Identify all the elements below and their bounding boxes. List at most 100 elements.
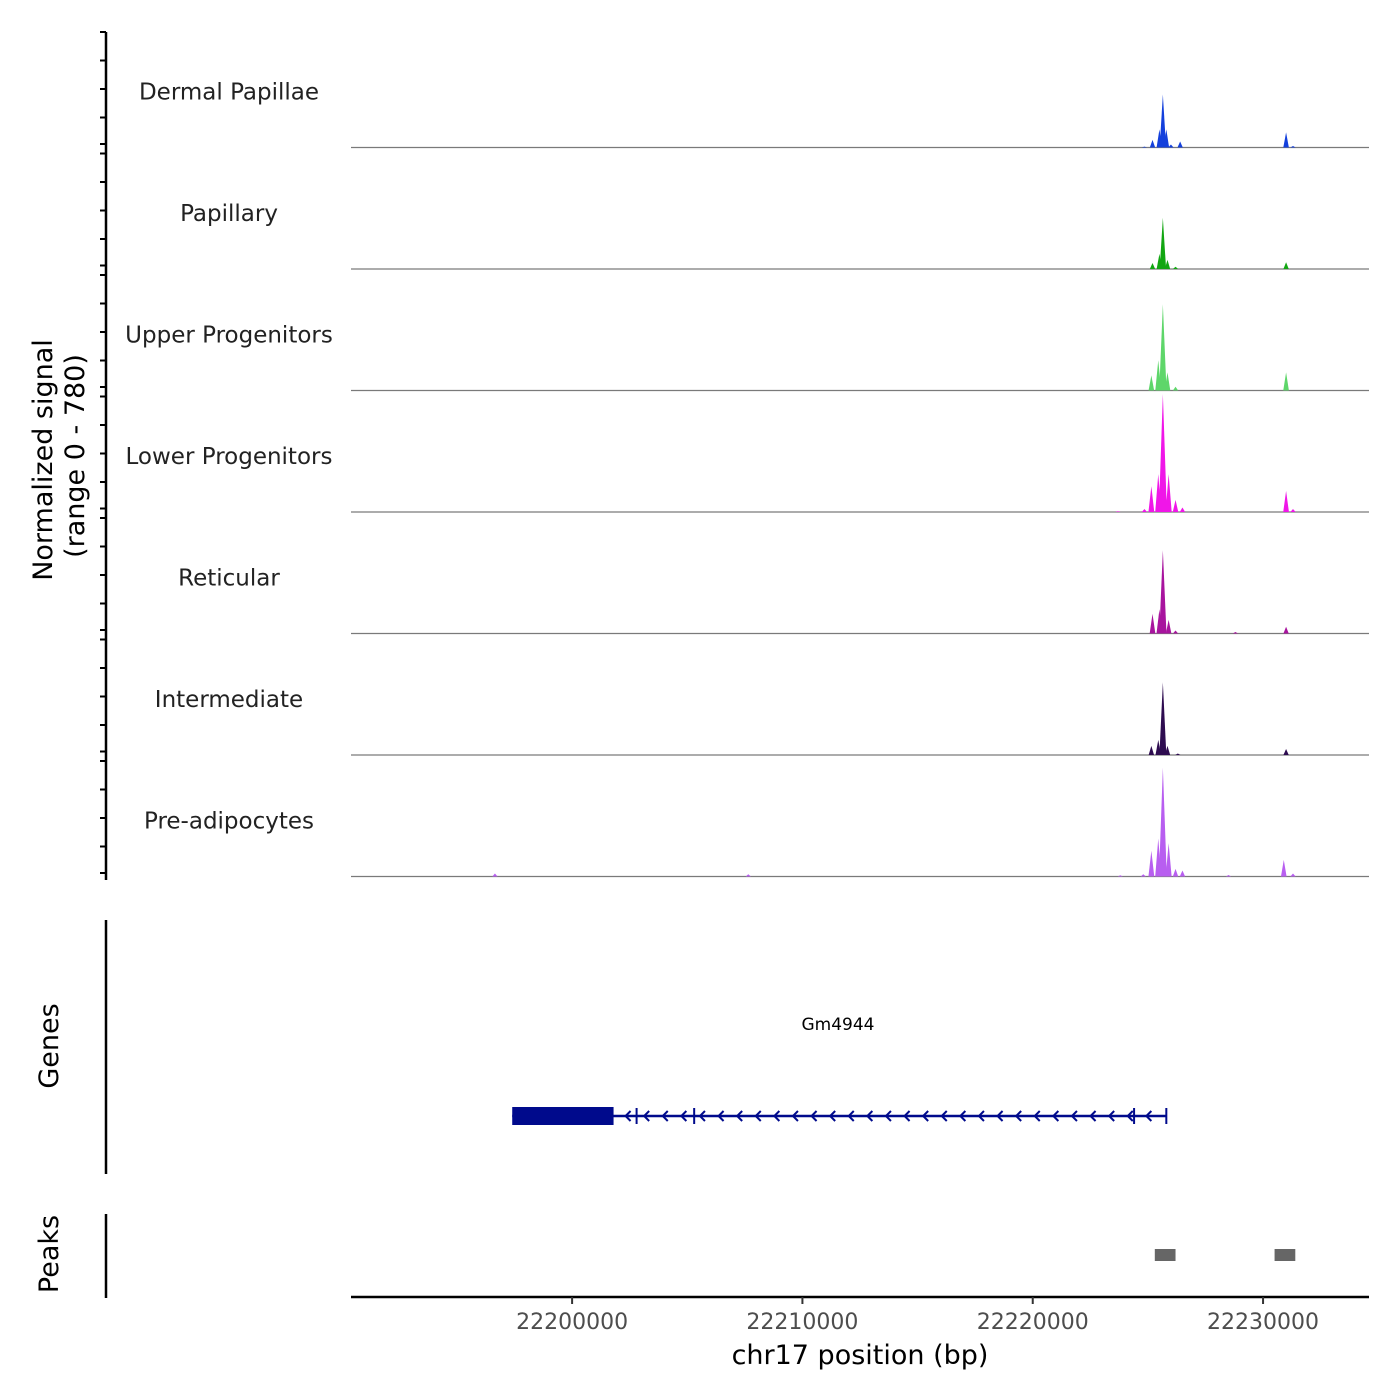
coverage-peak bbox=[1141, 146, 1148, 148]
x-axis-title: chr17 position (bp) bbox=[732, 1340, 989, 1371]
coverage-peak bbox=[1283, 490, 1289, 512]
gene-model bbox=[512, 1107, 1168, 1125]
coverage-peak bbox=[492, 873, 498, 877]
coverage-peak bbox=[1149, 613, 1156, 634]
strand-chevron bbox=[624, 1110, 632, 1122]
coverage-peak bbox=[1172, 868, 1179, 877]
strand-chevron bbox=[1051, 1110, 1060, 1122]
coverage-track-4 bbox=[351, 394, 1369, 513]
y-axis-title: Normalized signal bbox=[28, 339, 59, 581]
strand-chevron bbox=[1033, 1110, 1041, 1122]
coverage-peak bbox=[1179, 507, 1186, 512]
coverage-peak bbox=[1159, 217, 1167, 269]
coverage-peak bbox=[1159, 682, 1167, 755]
coverage-peak bbox=[1165, 843, 1172, 877]
coverage-peak bbox=[1165, 619, 1172, 634]
coverage-peak bbox=[1290, 873, 1296, 877]
strand-chevron bbox=[717, 1110, 725, 1122]
coverage-track-6 bbox=[351, 682, 1369, 756]
strand-chevron bbox=[1126, 1110, 1134, 1122]
coverage-track-1 bbox=[351, 94, 1369, 149]
x-tick-label: 22200000 bbox=[516, 1310, 628, 1335]
coverage-peak bbox=[1158, 394, 1167, 512]
coverage-peak bbox=[1283, 372, 1289, 391]
coverage-peak bbox=[1159, 94, 1167, 148]
coverage-track-3 bbox=[351, 304, 1369, 392]
coverage-peak bbox=[1179, 870, 1186, 877]
strand-chevron bbox=[735, 1110, 743, 1122]
coverage-peak bbox=[1172, 266, 1179, 269]
strand-chevron bbox=[977, 1110, 985, 1122]
coverage-peak bbox=[1283, 262, 1289, 269]
x-axis: 22200000 22210000 22220000 22230000 bbox=[351, 1295, 1369, 1335]
coverage-peak bbox=[1172, 386, 1179, 391]
track-label: Lower Progenitors bbox=[126, 444, 333, 470]
coverage-peak bbox=[1280, 859, 1287, 877]
coverage-peak bbox=[1175, 753, 1181, 755]
track-label: Dermal Papillae bbox=[139, 80, 319, 106]
strand-chevron bbox=[1014, 1110, 1022, 1122]
strand-chevron bbox=[921, 1110, 929, 1122]
strand-chevron bbox=[1070, 1110, 1078, 1122]
coverage-peak bbox=[1148, 745, 1155, 755]
strand-chevron bbox=[1089, 1110, 1097, 1122]
coverage-peak bbox=[1172, 630, 1179, 634]
strand-chevron bbox=[772, 1110, 781, 1122]
strand-chevron bbox=[903, 1110, 911, 1122]
strand-chevron bbox=[642, 1110, 650, 1122]
coverage-peak bbox=[1172, 499, 1179, 512]
strand-chevron bbox=[996, 1110, 1004, 1122]
x-axis-ticks: 22200000 22210000 22220000 22230000 bbox=[516, 1297, 1319, 1335]
coverage-peak bbox=[1164, 745, 1171, 755]
track-label: Intermediate bbox=[155, 687, 303, 713]
strand-chevron bbox=[865, 1110, 874, 1122]
coverage-peak bbox=[1149, 139, 1156, 148]
coverage-peak bbox=[1141, 508, 1148, 512]
track-labels: Dermal Papillae Papillary Upper Progenitor… bbox=[125, 80, 333, 835]
coverage-peak bbox=[1117, 875, 1123, 877]
strand-chevron bbox=[791, 1110, 799, 1122]
coverage-peak bbox=[1283, 748, 1289, 755]
coverage-tracks bbox=[351, 94, 1369, 878]
coverage-peak bbox=[1148, 850, 1155, 877]
coverage-peak bbox=[1232, 631, 1239, 634]
strand-chevron bbox=[940, 1110, 948, 1122]
track-label: Upper Progenitors bbox=[125, 323, 333, 349]
coverage-track-2 bbox=[351, 217, 1369, 270]
genes-track: Genes Gm4944 bbox=[34, 920, 1168, 1174]
track-label: Reticular bbox=[178, 566, 280, 592]
strand-chevron bbox=[661, 1110, 669, 1122]
coverage-y-ticks bbox=[100, 31, 106, 874]
coverage-peak bbox=[1148, 375, 1155, 391]
strand-chevron bbox=[1144, 1110, 1153, 1122]
strand-chevron bbox=[679, 1110, 688, 1122]
coverage-peak bbox=[1177, 141, 1183, 148]
x-tick-label: 22230000 bbox=[1207, 1310, 1319, 1335]
x-tick-label: 22220000 bbox=[977, 1310, 1089, 1335]
coverage-track-5 bbox=[351, 550, 1369, 635]
coverage-y-axis bbox=[100, 31, 108, 880]
genes-track-label: Genes bbox=[34, 1003, 65, 1088]
coverage-peak bbox=[1159, 304, 1167, 391]
peak-region bbox=[1274, 1249, 1296, 1261]
coverage-track-7 bbox=[351, 767, 1369, 878]
coverage-peak bbox=[745, 874, 751, 877]
strand-chevron bbox=[958, 1110, 967, 1122]
coverage-peak bbox=[1164, 372, 1171, 391]
peak-region bbox=[1154, 1249, 1176, 1261]
coverage-peak bbox=[1225, 874, 1232, 877]
strand-chevron bbox=[810, 1110, 818, 1122]
coverage-peak bbox=[1283, 132, 1289, 148]
gene-utr-block bbox=[512, 1107, 614, 1125]
coverage-peak bbox=[1163, 129, 1170, 148]
coverage-peak bbox=[1283, 626, 1289, 634]
coverage-peak bbox=[1158, 767, 1167, 877]
track-label: Pre-adipocytes bbox=[144, 809, 314, 835]
peaks-track-label: Peaks bbox=[34, 1215, 65, 1293]
x-tick-label: 22210000 bbox=[746, 1310, 858, 1335]
coverage-peak bbox=[1164, 259, 1171, 269]
peaks-track: Peaks bbox=[34, 1214, 1296, 1298]
coverage-peak bbox=[1159, 550, 1167, 634]
y-axis-range-label: (range 0 - 780) bbox=[60, 354, 91, 558]
